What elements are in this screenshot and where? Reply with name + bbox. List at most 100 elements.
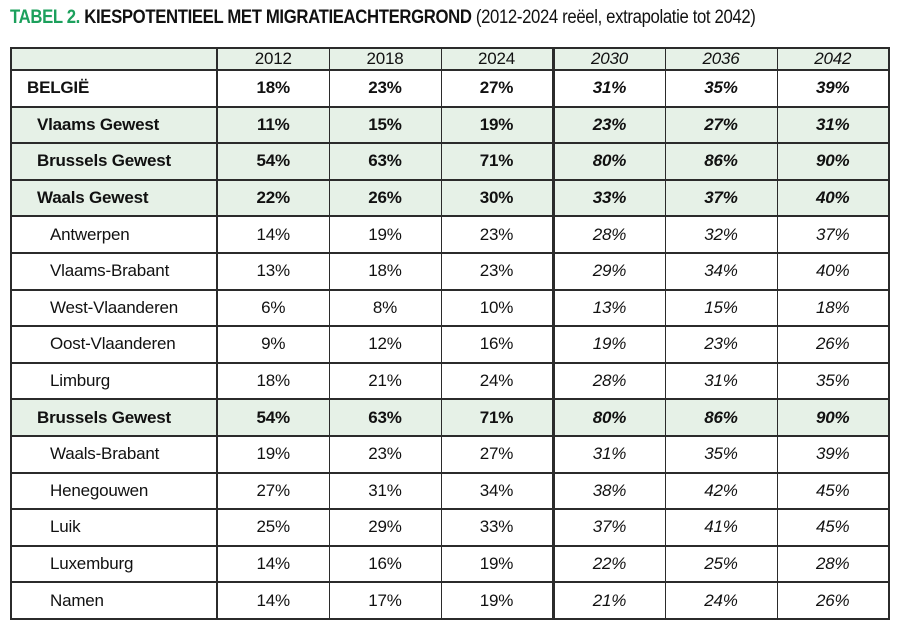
value-cell: 37%	[664, 178, 778, 218]
value-cell: 23%	[664, 325, 778, 364]
value-cell: 25%	[664, 544, 778, 584]
value-cell: 23%	[328, 434, 442, 474]
value-cell: 39%	[776, 434, 890, 474]
value-cell: 29%	[551, 251, 666, 291]
header-year-cell: 2042	[776, 47, 890, 71]
table-row: West-Vlaanderen 6% 8% 10% 13% 15% 18%	[10, 288, 890, 328]
value-cell: 14%	[216, 215, 330, 254]
table-row: Brussels Gewest 54% 63% 71% 80% 86% 90%	[10, 142, 890, 181]
value-cell: 40%	[776, 251, 890, 291]
value-cell: 63%	[328, 398, 442, 437]
value-cell: 54%	[216, 398, 330, 437]
value-cell: 28%	[551, 361, 666, 401]
value-cell: 13%	[551, 288, 666, 328]
table-row: Namen 14% 17% 19% 21% 24% 26%	[10, 581, 890, 620]
table-row: BELGIË 18% 23% 27% 31% 35% 39%	[10, 69, 890, 108]
value-cell: 16%	[328, 544, 442, 584]
value-cell: 37%	[776, 215, 890, 254]
row-label: Brussels Gewest	[10, 142, 218, 181]
row-label: Antwerpen	[10, 215, 218, 254]
row-label: Waals-Brabant	[10, 434, 218, 474]
value-cell: 26%	[776, 325, 890, 364]
value-cell: 80%	[551, 398, 666, 437]
header-year-cell: 2018	[328, 47, 442, 71]
header-year-cell: 2012	[216, 47, 330, 71]
value-cell: 28%	[551, 215, 666, 254]
value-cell: 21%	[328, 361, 442, 401]
value-cell: 28%	[776, 544, 890, 584]
value-cell: 41%	[664, 508, 778, 547]
table-title: TABEL 2. KIESPOTENTIEEL MET MIGRATIEACHT…	[10, 7, 756, 29]
value-cell: 8%	[328, 288, 442, 328]
table-row: Waals Gewest 22% 26% 30% 33% 37% 40%	[10, 178, 890, 218]
value-cell: 16%	[440, 325, 554, 364]
row-label: Henegouwen	[10, 471, 218, 511]
value-cell: 26%	[776, 581, 890, 620]
value-cell: 25%	[216, 508, 330, 547]
value-cell: 33%	[440, 508, 554, 547]
value-cell: 30%	[440, 178, 554, 218]
row-label: Vlaams-Brabant	[10, 251, 218, 291]
value-cell: 21%	[551, 581, 666, 620]
value-cell: 80%	[551, 142, 666, 181]
row-label: BELGIË	[10, 69, 218, 108]
table-row: Henegouwen 27% 31% 34% 38% 42% 45%	[10, 471, 890, 511]
value-cell: 23%	[551, 105, 666, 145]
value-cell: 35%	[664, 69, 778, 108]
kiespotentieel-table: 2012 2018 2024 2030 2036 2042 BELGIË 18% 23% 27%…	[10, 47, 890, 620]
value-cell: 27%	[440, 434, 554, 474]
value-cell: 32%	[664, 215, 778, 254]
value-cell: 38%	[551, 471, 666, 511]
value-cell: 31%	[551, 69, 666, 108]
value-cell: 39%	[776, 69, 890, 108]
value-cell: 11%	[216, 105, 330, 145]
row-label: Namen	[10, 581, 218, 620]
value-cell: 42%	[664, 471, 778, 511]
header-year-cell: 2030	[551, 47, 666, 71]
value-cell: 31%	[328, 471, 442, 511]
value-cell: 19%	[328, 215, 442, 254]
header-row: 2012 2018 2024 2030 2036 2042	[10, 47, 890, 71]
title-subtitle: (2012-2024 reëel, extrapolatie tot 2042)	[475, 7, 756, 28]
value-cell: 40%	[776, 178, 890, 218]
value-cell: 31%	[776, 105, 890, 145]
value-cell: 23%	[440, 251, 554, 291]
value-cell: 33%	[551, 178, 666, 218]
value-cell: 71%	[440, 398, 554, 437]
value-cell: 63%	[328, 142, 442, 181]
value-cell: 37%	[551, 508, 666, 547]
value-cell: 90%	[776, 142, 890, 181]
value-cell: 27%	[664, 105, 778, 145]
value-cell: 19%	[440, 544, 554, 584]
value-cell: 34%	[664, 251, 778, 291]
value-cell: 24%	[664, 581, 778, 620]
table-row: Waals-Brabant 19% 23% 27% 31% 35% 39%	[10, 434, 890, 474]
row-label: Luik	[10, 508, 218, 547]
value-cell: 45%	[776, 508, 890, 547]
table-row: Vlaams-Brabant 13% 18% 23% 29% 34% 40%	[10, 251, 890, 291]
row-label: Oost-Vlaanderen	[10, 325, 218, 364]
value-cell: 19%	[440, 105, 554, 145]
value-cell: 27%	[440, 69, 554, 108]
value-cell: 19%	[551, 325, 666, 364]
row-label: Limburg	[10, 361, 218, 401]
value-cell: 14%	[216, 544, 330, 584]
table-row: Oost-Vlaanderen 9% 12% 16% 19% 23% 26%	[10, 325, 890, 364]
row-label: Vlaams Gewest	[10, 105, 218, 145]
value-cell: 71%	[440, 142, 554, 181]
value-cell: 9%	[216, 325, 330, 364]
value-cell: 17%	[328, 581, 442, 620]
value-cell: 35%	[776, 361, 890, 401]
value-cell: 12%	[328, 325, 442, 364]
row-label: Luxemburg	[10, 544, 218, 584]
value-cell: 31%	[664, 361, 778, 401]
value-cell: 35%	[664, 434, 778, 474]
title-tag: TABEL 2.	[10, 7, 80, 28]
header-year-cell: 2024	[440, 47, 554, 71]
value-cell: 31%	[551, 434, 666, 474]
row-label: West-Vlaanderen	[10, 288, 218, 328]
value-cell: 18%	[328, 251, 442, 291]
table-row: Limburg 18% 21% 24% 28% 31% 35%	[10, 361, 890, 401]
value-cell: 23%	[328, 69, 442, 108]
value-cell: 19%	[440, 581, 554, 620]
